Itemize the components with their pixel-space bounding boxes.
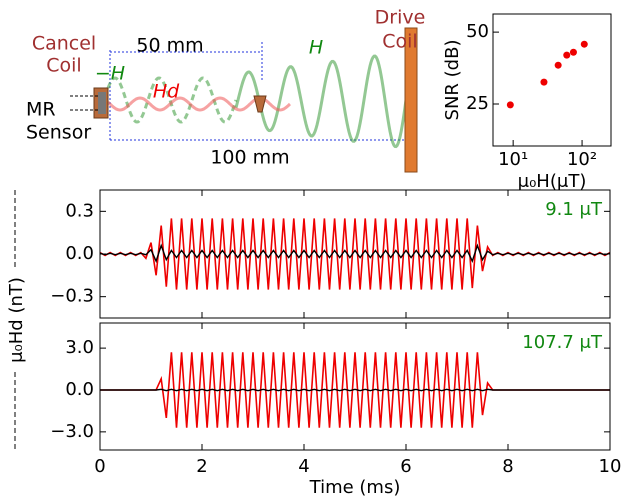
distance-label: 50 mm xyxy=(136,35,203,57)
x-tick-label: 10¹ xyxy=(498,149,528,170)
x-tick-label: 4 xyxy=(298,456,309,477)
cancel-coil-label: Cancel xyxy=(32,33,96,55)
distance-label: 100 mm xyxy=(210,147,289,169)
plot-frame xyxy=(492,13,612,147)
wave xyxy=(234,54,408,149)
x-tick-label: 2 xyxy=(196,456,207,477)
mr-sensor-label: Sensor xyxy=(26,122,91,144)
x-axis-label: μ₀H(μT) xyxy=(518,171,587,192)
x-tick-label: 6 xyxy=(400,456,411,477)
y-tick-label: 0.0 xyxy=(65,243,94,264)
point xyxy=(563,51,571,59)
setup-diagram: Cancel Coil Drive Coil MR Sensor 50 mm 1… xyxy=(26,7,425,173)
field-label: Hd xyxy=(153,81,180,103)
y-tick-label: −0.3 xyxy=(50,286,94,307)
cancel-coil-label: Coil xyxy=(46,55,81,77)
drive-coil-label: Coil xyxy=(382,31,417,53)
y-tick-label: 25 xyxy=(466,93,489,114)
y-axis-label: SNR (dB) xyxy=(442,40,463,121)
annotation: 107.7 μT xyxy=(522,332,603,353)
y-tick-label: 50 xyxy=(466,21,489,42)
signal-line xyxy=(100,388,610,392)
x-tick-label: 8 xyxy=(502,456,513,477)
mr-sensor-label: MR xyxy=(26,99,56,121)
x-tick-label: 10² xyxy=(567,149,597,170)
field-label: H xyxy=(309,37,323,59)
y-tick-label: −3.0 xyxy=(50,421,94,442)
point xyxy=(554,61,562,69)
annotation: 9.1 μT xyxy=(545,199,603,220)
y-tick-label: 0.0 xyxy=(65,379,94,400)
y-tick-label: 0.3 xyxy=(65,200,94,221)
field-label: −H xyxy=(95,63,125,85)
plot-frame xyxy=(99,322,611,451)
drive-coil xyxy=(404,27,418,173)
point xyxy=(580,40,588,48)
point xyxy=(506,101,514,109)
mr-sensor xyxy=(98,92,106,114)
x-tick-label: 0 xyxy=(94,456,105,477)
plot-frame xyxy=(99,189,611,319)
x-tick-label: 10 xyxy=(599,456,622,477)
wave xyxy=(106,76,238,124)
point xyxy=(540,78,548,86)
shared-y-label: μ₀Hd (nT) xyxy=(6,277,27,363)
sensor-cone xyxy=(253,95,267,113)
signal-line xyxy=(99,243,611,264)
drive-coil-label: Drive xyxy=(375,7,426,29)
y-tick-label: 3.0 xyxy=(65,337,94,358)
x-axis-label: Time (ms) xyxy=(309,477,401,498)
point xyxy=(569,48,577,56)
